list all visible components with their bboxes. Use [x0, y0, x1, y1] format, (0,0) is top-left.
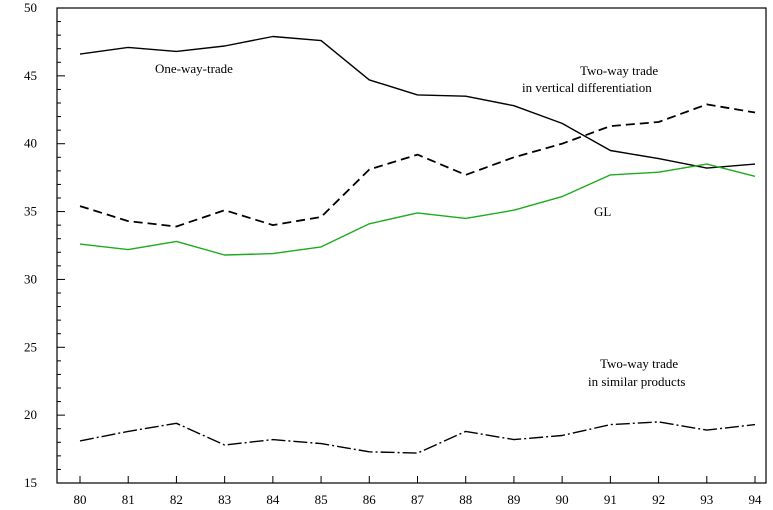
series-line-similar: [79, 421, 756, 454]
x-tick-label: 86: [363, 492, 377, 507]
x-tick-label: 83: [218, 492, 231, 507]
annotation-similar-line2: in similar products: [588, 374, 686, 389]
annotation-one-way-trade: One-way-trade: [155, 61, 233, 76]
annotation-vertical-line1: Two-way trade: [580, 63, 658, 78]
annotation-gl: GL: [594, 204, 611, 219]
y-tick-label: 15: [24, 475, 37, 490]
series-lines: [79, 35, 756, 454]
x-tick-label: 92: [652, 492, 665, 507]
x-tick-label: 89: [507, 492, 520, 507]
y-tick-label: 50: [24, 0, 37, 15]
y-tick-label: 35: [24, 204, 37, 219]
annotation-similar-line1: Two-way trade: [600, 356, 678, 371]
axes: [56, 7, 767, 484]
y-tick-label: 40: [24, 136, 37, 151]
x-tick-label: 88: [459, 492, 472, 507]
x-tick-label: 87: [411, 492, 425, 507]
series-line-gl: [79, 163, 756, 256]
x-tick-label: 94: [749, 492, 763, 507]
x-axis-ticks: 80 81 82 83 84 85 86 87 88 89 90 91 92 93 94: [74, 476, 763, 507]
x-tick-label: 91: [604, 492, 617, 507]
series-line-vertical: [79, 103, 756, 228]
x-tick-label: 82: [170, 492, 183, 507]
x-tick-label: 93: [700, 492, 713, 507]
x-tick-label: 81: [122, 492, 135, 507]
x-tick-label: 84: [266, 492, 280, 507]
x-tick-label: 90: [556, 492, 569, 507]
series-line-one_way: [79, 35, 756, 169]
y-tick-label: 25: [24, 339, 37, 354]
y-axis-ticks: 15 20 25 30 35 40 45 50: [24, 0, 65, 490]
x-tick-label: 85: [315, 492, 328, 507]
y-tick-label: 20: [24, 407, 37, 422]
plot-frame: [56, 7, 767, 484]
y-tick-label: 45: [24, 68, 37, 83]
x-tick-label: 80: [74, 492, 87, 507]
annotation-vertical-line2: in vertical differentiation: [522, 80, 652, 95]
y-tick-label: 30: [24, 271, 37, 286]
